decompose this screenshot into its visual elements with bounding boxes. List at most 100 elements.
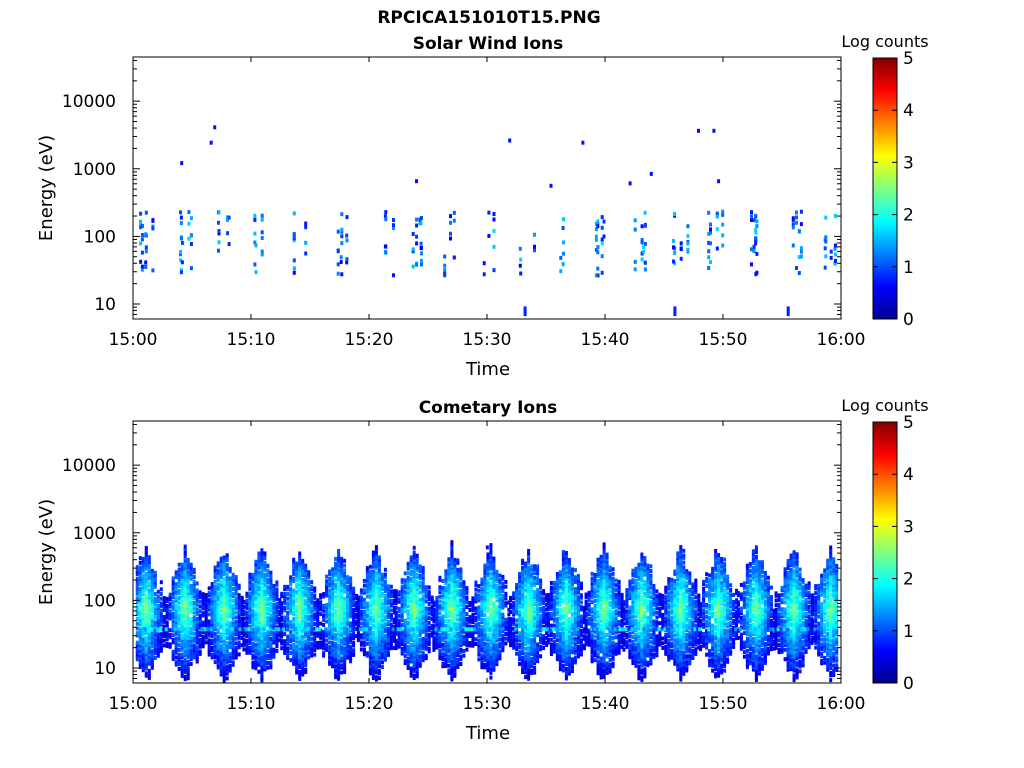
heatmap-cell [447, 583, 451, 588]
heatmap-cell [280, 610, 284, 615]
heatmap-cell [204, 607, 208, 612]
heatmap-cell [400, 597, 404, 601]
heatmap-cell [340, 658, 344, 663]
heatmap-cell [183, 565, 187, 570]
heatmap-cell [389, 594, 393, 599]
heatmap-cell [521, 575, 525, 580]
heatmap-cell [310, 641, 314, 646]
heatmap-cell [447, 571, 451, 576]
heatmap-cell [368, 668, 372, 673]
heatmap-cell [527, 648, 531, 653]
heatmap-cell [275, 587, 279, 592]
heatmap-cell [389, 584, 393, 589]
heatmap-cell [418, 597, 422, 602]
heatmap-cell [474, 582, 478, 587]
heatmap-cell [201, 606, 205, 611]
heatmap-cell [165, 622, 169, 627]
heatmap-cell [275, 637, 279, 642]
heatmap-cell [207, 652, 211, 657]
heatmap-cell [421, 565, 425, 570]
heatmap-cell [263, 639, 267, 643]
heatmap-cell [334, 620, 338, 625]
heatmap-cell [237, 612, 241, 617]
heatmap-cell [180, 664, 184, 669]
heatmap-cell [141, 556, 145, 561]
heatmap-cell [343, 599, 347, 604]
heatmap-cell [269, 584, 273, 589]
heatmap-cell [486, 628, 490, 633]
heatmap-cell [471, 629, 475, 634]
heatmap-cell [189, 647, 193, 652]
heatmap-cell [228, 642, 232, 647]
heatmap-cell [337, 589, 341, 594]
heatmap-cell [409, 557, 413, 562]
heatmap-cell [189, 574, 193, 579]
heatmap-cell [310, 601, 314, 606]
heatmap-cell [377, 562, 381, 567]
heatmap-cell [415, 622, 419, 627]
heatmap-cell [380, 605, 384, 610]
heatmap-cell [153, 599, 157, 604]
heatmap-cell [304, 646, 308, 651]
heatmap-cell [400, 649, 404, 654]
heatmap-cell [374, 651, 378, 656]
heatmap-cell [298, 551, 302, 556]
heatmap-cell [343, 660, 347, 665]
heatmap-cell [328, 579, 332, 583]
heatmap-cell [412, 593, 416, 598]
heatmap-cell [260, 614, 264, 619]
heatmap-cell [495, 595, 499, 600]
heatmap-cell [377, 621, 381, 626]
heatmap-cell [409, 576, 413, 581]
heatmap-cell [465, 635, 469, 640]
heatmap-cell [222, 645, 226, 650]
heatmap-cell [144, 607, 148, 612]
heatmap-cell [346, 627, 350, 632]
heatmap-cell [275, 582, 279, 587]
heatmap-cell [186, 643, 190, 648]
heatmap-cell [380, 655, 384, 660]
heatmap-cell [150, 661, 154, 666]
heatmap-cell [477, 612, 481, 617]
heatmap-cell [234, 624, 238, 629]
heatmap-cell [234, 653, 238, 658]
heatmap-cell [153, 634, 157, 639]
heatmap-cell [192, 601, 196, 605]
heatmap-cell [331, 650, 335, 655]
heatmap-cell [275, 594, 279, 599]
heatmap-cell [180, 588, 184, 593]
heatmap-cell [343, 575, 347, 580]
heatmap-cell [409, 588, 413, 593]
heatmap-cell [210, 598, 214, 603]
heatmap-cell [355, 612, 359, 617]
heatmap-cell [444, 649, 448, 654]
heatmap-cell [421, 613, 425, 618]
heatmap-cell [272, 652, 276, 657]
heatmap-cell [225, 614, 229, 619]
heatmap-cell [216, 620, 220, 625]
heatmap-cell [298, 568, 302, 573]
heatmap-cell [187, 236, 191, 241]
heatmap-cell [527, 612, 531, 617]
heatmap-cell [368, 595, 372, 600]
heatmap-cell [371, 602, 375, 607]
heatmap-cell [456, 610, 460, 615]
heatmap-cell [412, 545, 416, 550]
heatmap-cell [424, 606, 428, 611]
heatmap-cell [135, 600, 139, 605]
heatmap-cell [365, 604, 369, 608]
heatmap-cell [192, 591, 196, 596]
heatmap-cell [424, 594, 428, 599]
heatmap-cell [266, 616, 270, 620]
heatmap-cell [298, 629, 302, 634]
heatmap-cell [489, 623, 493, 628]
heatmap-cell [144, 635, 148, 640]
heatmap-cell [263, 634, 267, 639]
heatmap-cell [418, 590, 422, 595]
heatmap-cell [411, 627, 415, 632]
heatmap-cell [374, 549, 378, 554]
heatmap-cell [352, 610, 356, 615]
heatmap-cell [186, 662, 190, 666]
heatmap-cell [328, 583, 332, 588]
heatmap-cell [219, 606, 223, 611]
